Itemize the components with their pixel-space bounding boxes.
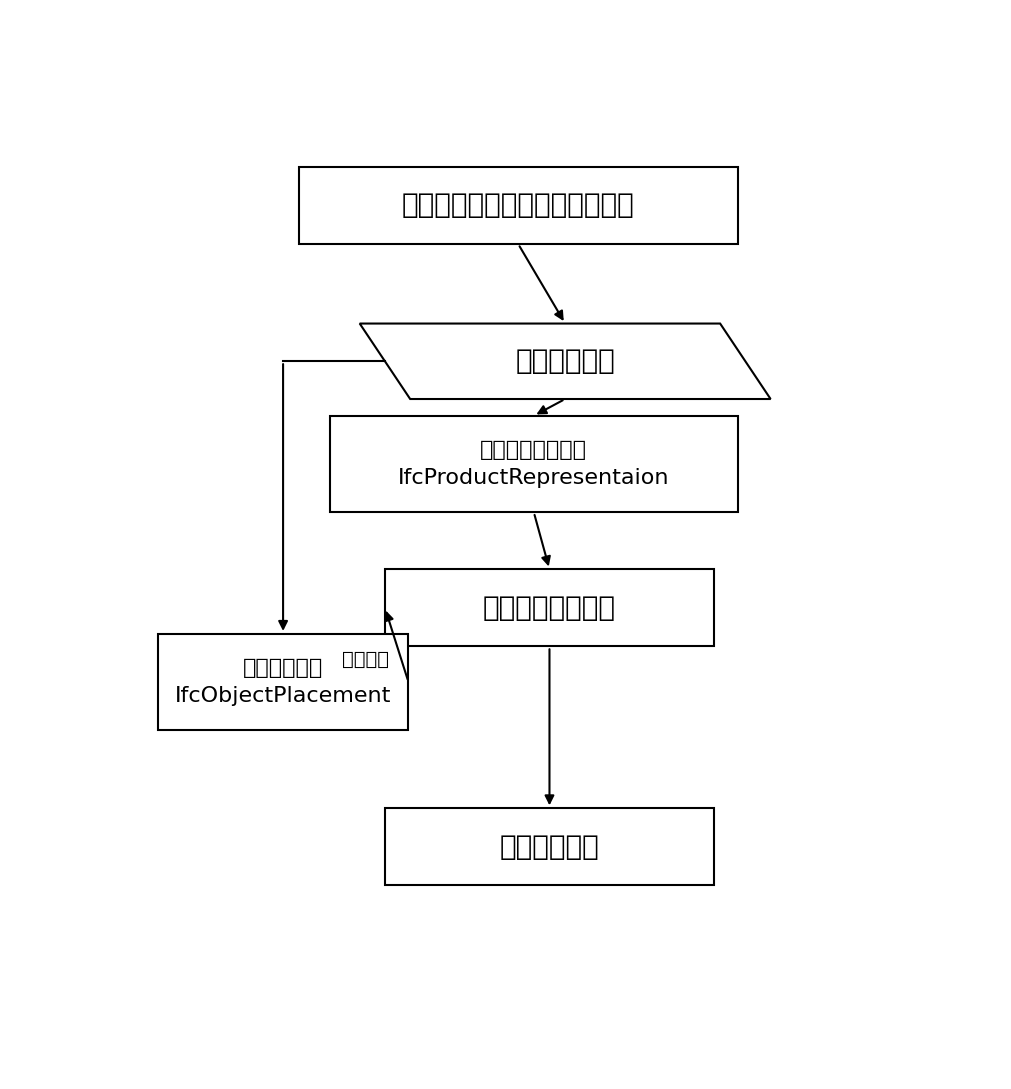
Text: 生成网络节点: 生成网络节点 <box>499 833 600 860</box>
Text: 坐标转换: 坐标转换 <box>342 650 389 670</box>
Bar <box>385 808 714 885</box>
Bar <box>158 634 408 731</box>
Polygon shape <box>360 323 770 399</box>
Text: 获取坐标属性
IfcObjectPlacement: 获取坐标属性 IfcObjectPlacement <box>175 658 391 706</box>
Text: 获取几何表达类型
IfcProductRepresentaion: 获取几何表达类型 IfcProductRepresentaion <box>398 440 669 488</box>
Bar <box>385 570 714 647</box>
Text: 分楼层提取门、楼梯及空间构件: 分楼层提取门、楼梯及空间构件 <box>401 192 635 219</box>
Bar <box>299 167 737 244</box>
Text: 提取近似几何中心: 提取近似几何中心 <box>483 594 616 622</box>
Bar <box>330 416 737 512</box>
Text: 遍历每个构件: 遍历每个构件 <box>516 347 615 376</box>
